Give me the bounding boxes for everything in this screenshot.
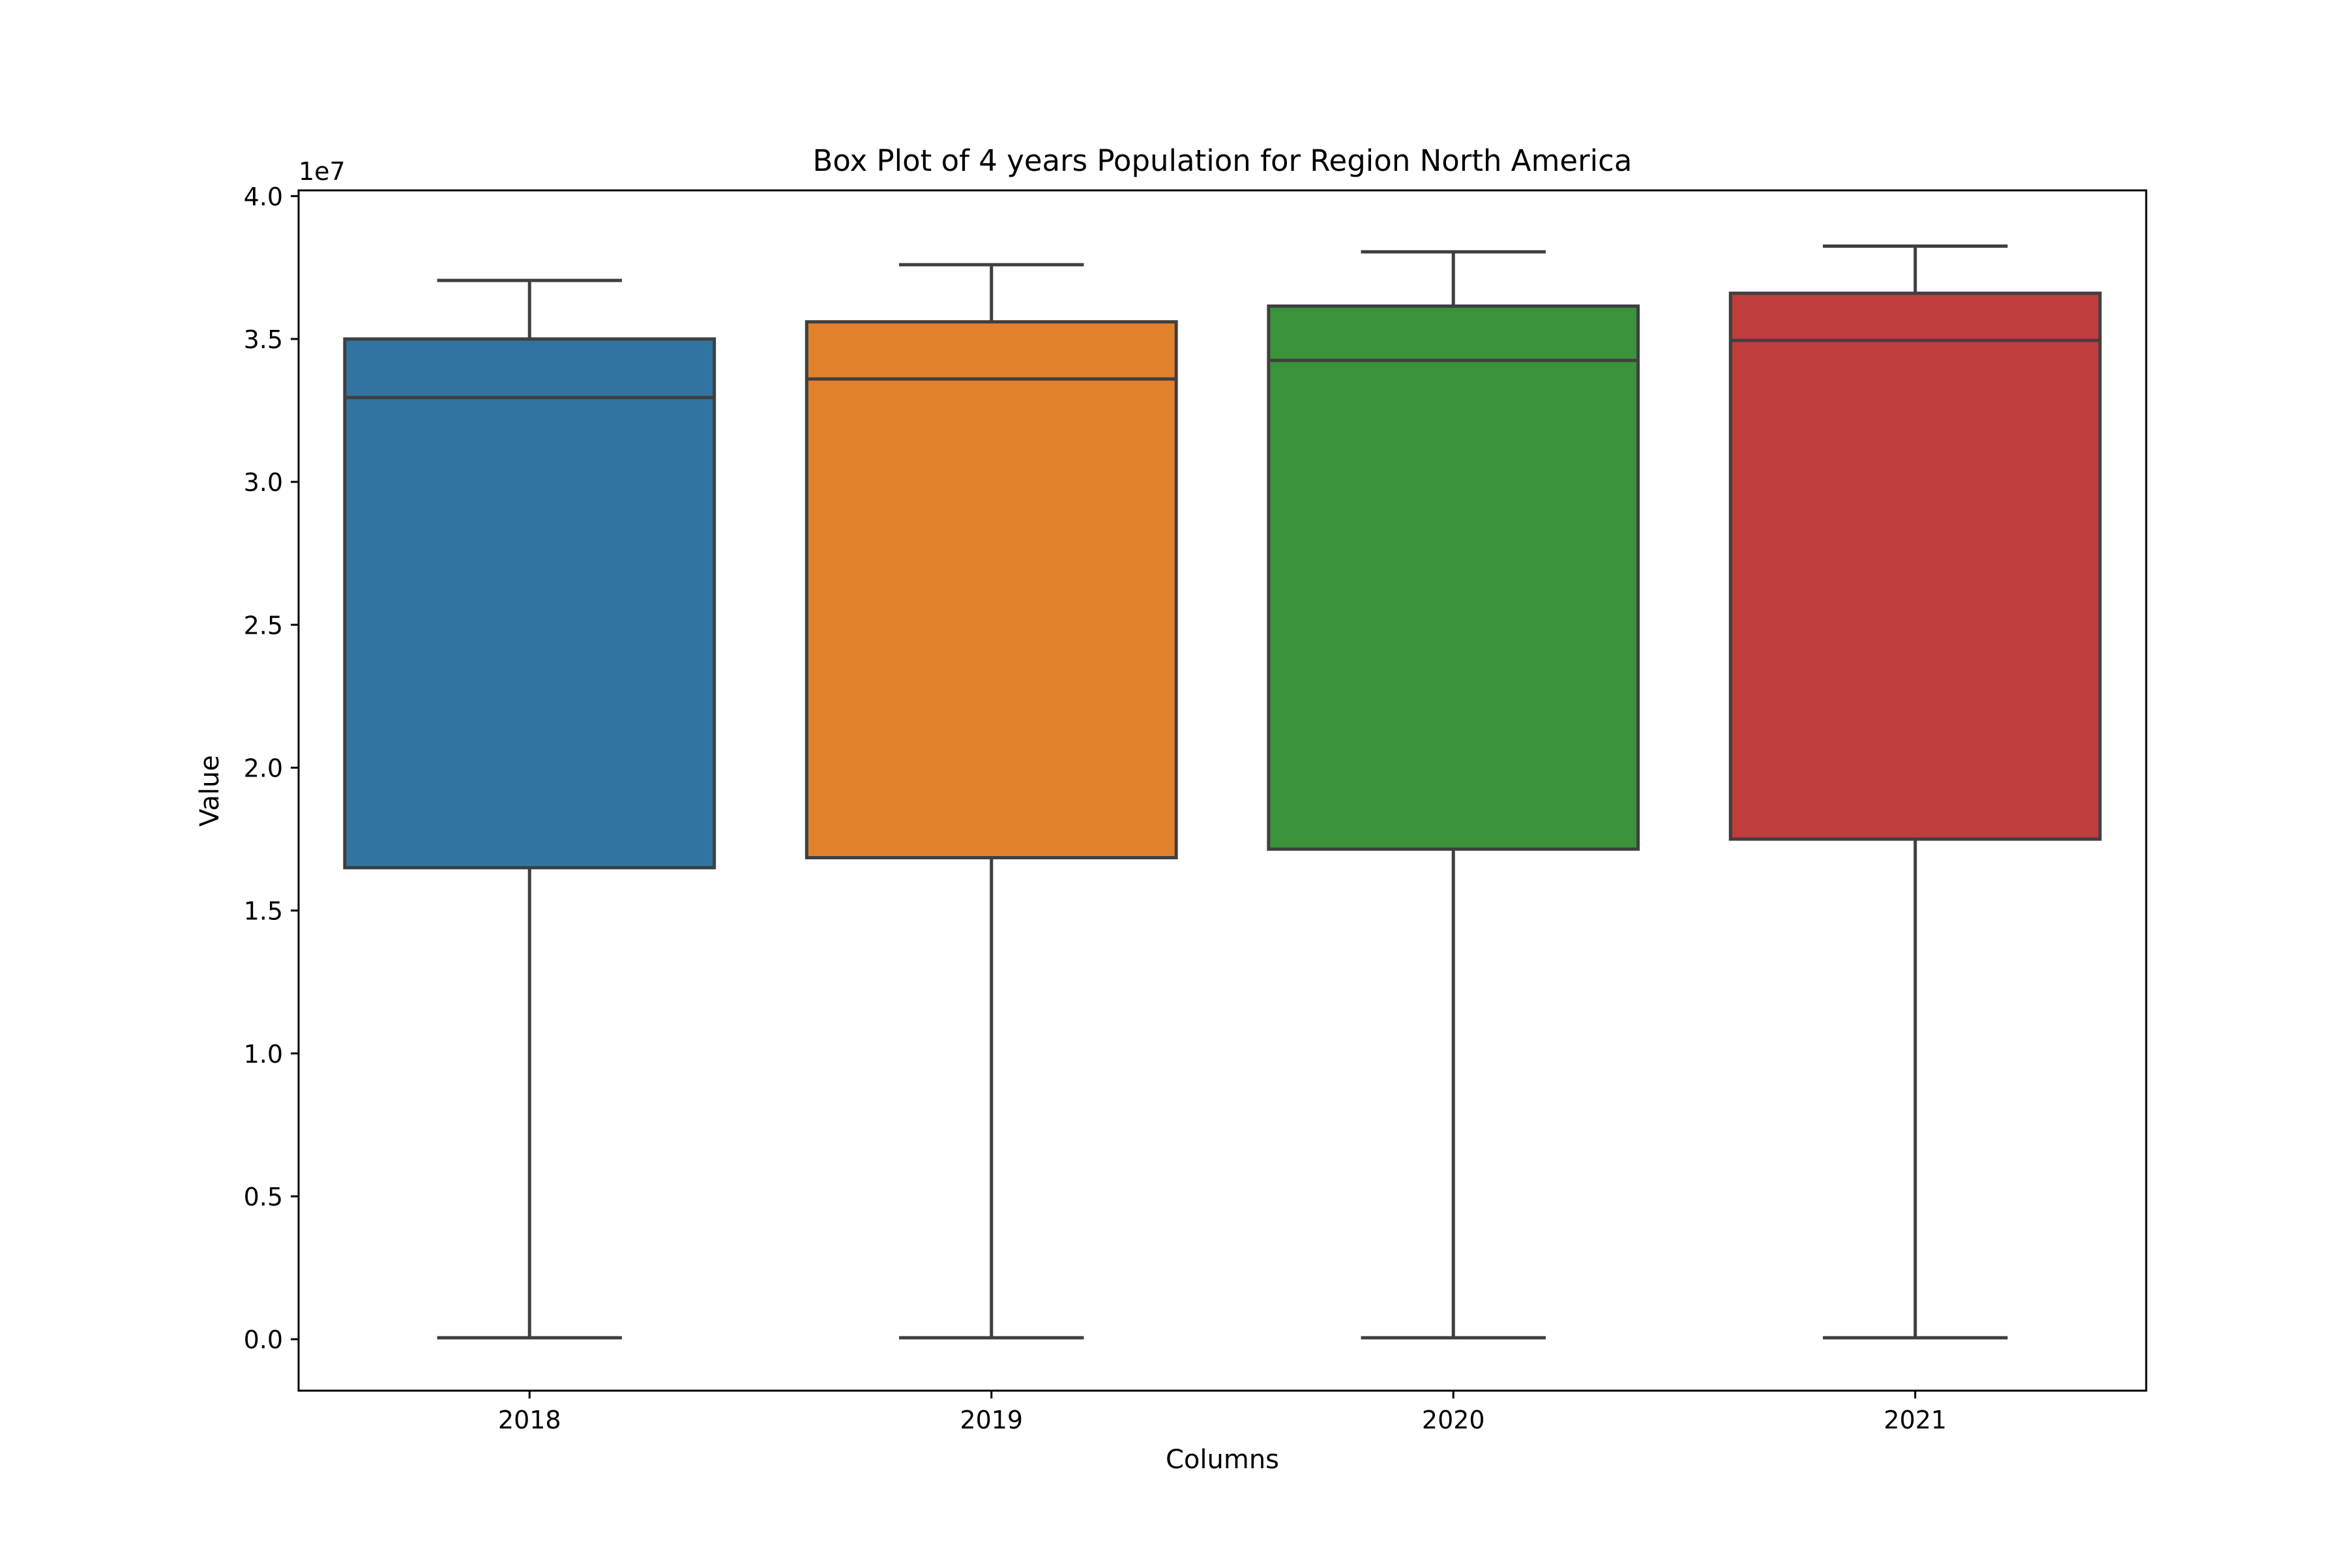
boxes-layer (343, 244, 2102, 1340)
chart-title: Box Plot of 4 years Population for Regio… (813, 143, 1632, 178)
y-tick-label: 2.0 (244, 754, 283, 782)
x-tick-label: 2021 (1883, 1406, 1947, 1434)
y-tick-label: 2.5 (244, 611, 283, 640)
y-tick-label: 3.0 (244, 468, 283, 497)
box-2021 (1728, 244, 2102, 1340)
y-tick-label: 1.0 (244, 1040, 283, 1069)
y-tick-label: 1.5 (244, 897, 283, 926)
box-2019 (804, 263, 1178, 1340)
box-body-2021 (1728, 291, 2102, 841)
box-body-2019 (804, 320, 1178, 860)
y-tick-label: 0.0 (244, 1325, 283, 1354)
x-axis-label: Columns (1166, 1445, 1279, 1475)
y-tick-label: 4.0 (244, 183, 283, 211)
y-axis-label: Value (195, 755, 225, 827)
x-tick-label: 2019 (960, 1406, 1023, 1434)
box-2018 (343, 278, 716, 1340)
box-body-2018 (343, 337, 716, 870)
plot-frame (297, 189, 2148, 1392)
y-tick-label: 0.5 (244, 1183, 283, 1211)
x-tick-label: 2020 (1422, 1406, 1485, 1434)
box-body-2020 (1267, 304, 1640, 851)
y-tick-label: 3.5 (244, 325, 283, 354)
box-2020 (1267, 250, 1640, 1340)
axes-layer: 0.0 0.5 1.0 1.5 2.0 2.5 3.0 3.5 4.0 2018 2019 2020 2… (244, 183, 2148, 1434)
x-tick-label: 2018 (498, 1406, 561, 1434)
y-axis-offset-label: 1e7 (299, 157, 346, 186)
